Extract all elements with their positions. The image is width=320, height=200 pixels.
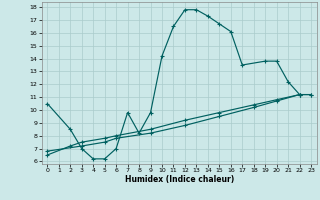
X-axis label: Humidex (Indice chaleur): Humidex (Indice chaleur)	[124, 175, 234, 184]
